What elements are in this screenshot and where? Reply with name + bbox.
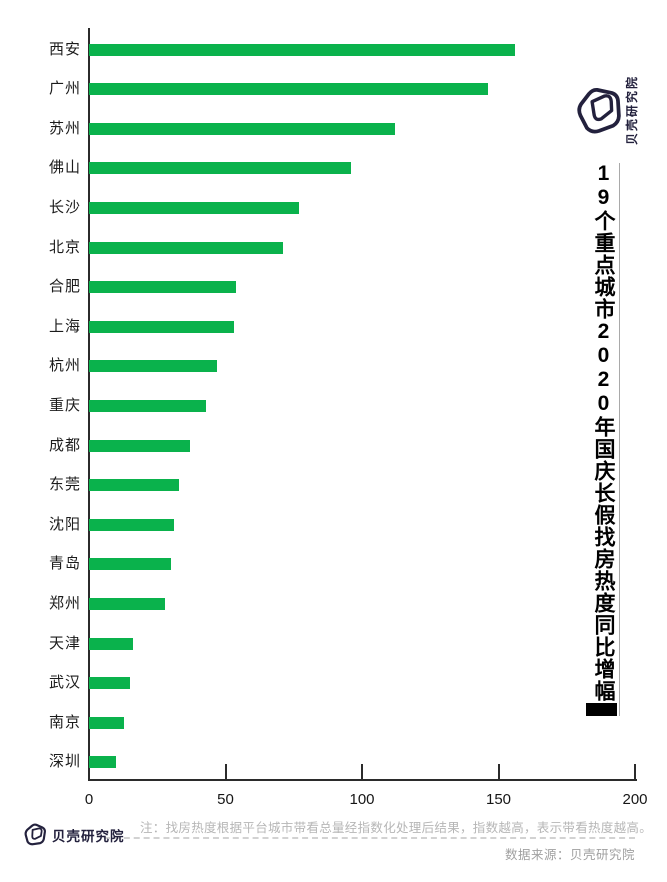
x-tick-mark-50 xyxy=(224,764,227,779)
chart-bar-武汉 xyxy=(89,677,130,690)
x-tick-label-150: 150 xyxy=(485,791,512,808)
chart-bar-长沙 xyxy=(89,201,300,214)
chart-bar-佛山 xyxy=(89,162,352,175)
chart-bar-沈阳 xyxy=(89,518,174,531)
chart-bar-北京 xyxy=(89,241,283,254)
data-source: 数据来源：贝壳研究院 xyxy=(504,848,635,862)
category-label-佛山: 佛山 xyxy=(48,159,81,177)
category-label-长沙: 长沙 xyxy=(48,198,81,216)
category-label-青岛: 青岛 xyxy=(48,555,81,573)
chart-bar-杭州 xyxy=(89,360,218,373)
category-label-西安: 西安 xyxy=(48,40,81,58)
chart-bar-重庆 xyxy=(89,399,207,412)
chart-bar-合肥 xyxy=(89,281,237,294)
chart-bar-成都 xyxy=(89,439,190,452)
category-label-苏州: 苏州 xyxy=(48,119,81,137)
chart-bar-广州 xyxy=(89,83,488,96)
chart-bar-苏州 xyxy=(89,122,395,135)
brand-logo-text: 贝壳研究院 xyxy=(52,828,125,844)
beike-shell-icon xyxy=(577,87,621,134)
category-label-重庆: 重庆 xyxy=(48,396,81,414)
x-tick-mark-100 xyxy=(361,764,363,779)
category-label-南京: 南京 xyxy=(48,713,81,731)
chart-bar-西安 xyxy=(89,43,515,56)
chart-bar-东莞 xyxy=(89,479,180,492)
category-label-郑州: 郑州 xyxy=(48,594,81,612)
chart-title: 19个重点城市2020年国庆长假找房热度同比增幅 xyxy=(592,162,615,702)
title-end-block xyxy=(586,703,617,716)
category-label-成都: 成都 xyxy=(48,436,81,454)
category-label-武汉: 武汉 xyxy=(48,674,81,692)
category-label-北京: 北京 xyxy=(48,238,81,256)
category-label-上海: 上海 xyxy=(48,317,81,335)
category-label-天津: 天津 xyxy=(48,634,81,652)
title-rule-line xyxy=(619,163,620,716)
x-tick-label-50: 50 xyxy=(217,791,234,808)
category-label-沈阳: 沈阳 xyxy=(48,515,81,533)
category-label-合肥: 合肥 xyxy=(48,278,81,296)
x-tick-label-0: 0 xyxy=(84,791,94,808)
chart-bar-天津 xyxy=(89,637,133,650)
chart-bar-青岛 xyxy=(89,558,171,571)
x-tick-mark-150 xyxy=(497,764,500,779)
dashed-divider xyxy=(104,837,635,839)
footnote: 注：找房热度根据平台城市带看总量经指数化处理后结果，指数越高，表示带看热度越高。 xyxy=(140,821,653,835)
chart-bar-上海 xyxy=(89,320,234,333)
category-label-广州: 广州 xyxy=(48,80,81,98)
chart-bar-郑州 xyxy=(89,597,166,610)
chart-bar-深圳 xyxy=(89,756,117,769)
x-axis-line xyxy=(88,779,637,781)
category-label-东莞: 东莞 xyxy=(48,476,81,494)
chart-bar-南京 xyxy=(89,716,125,729)
brand-logo-bottom-left: 贝壳研究院 xyxy=(24,823,125,846)
category-label-深圳: 深圳 xyxy=(48,753,81,771)
x-tick-label-100: 100 xyxy=(349,791,375,808)
brand-logo-text: 贝壳研究院 xyxy=(625,75,639,146)
x-tick-label-200: 200 xyxy=(622,791,648,808)
brand-logo-top-right: 贝壳研究院 xyxy=(576,75,640,145)
category-label-杭州: 杭州 xyxy=(48,357,81,375)
x-tick-mark-200 xyxy=(634,764,636,779)
beike-shell-icon xyxy=(24,823,46,846)
